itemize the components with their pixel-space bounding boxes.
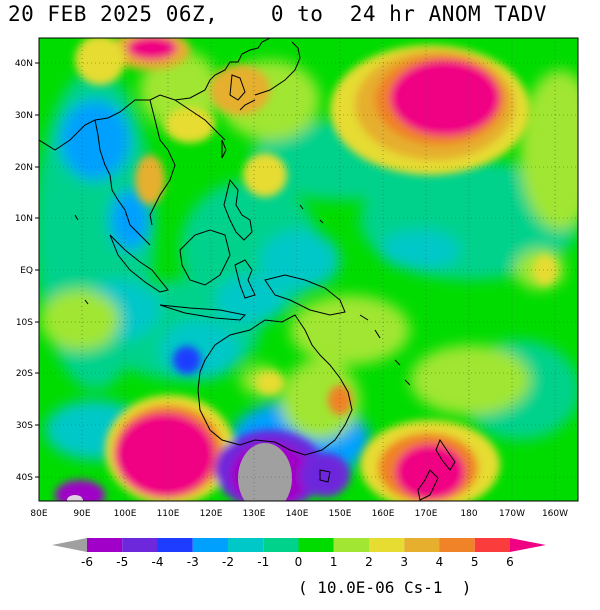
colorbar-swatch — [404, 538, 440, 552]
coastlines — [39, 38, 456, 501]
colorbar-swatch — [263, 538, 299, 552]
colorbar-swatch — [122, 538, 158, 552]
lon-label: 80E — [30, 509, 47, 519]
lon-label: 160E — [372, 509, 395, 519]
colorbar-swatch — [333, 538, 369, 552]
colorbar-tick-label: -5 — [116, 555, 128, 569]
lat-label: 30N — [15, 111, 33, 121]
lat-label: 10S — [16, 318, 33, 328]
lon-label: 130E — [243, 509, 266, 519]
colorbar-tick-label: 3 — [400, 555, 408, 569]
lat-label: 20N — [15, 163, 33, 173]
colorbar-tick-label: -3 — [187, 555, 199, 569]
lat-label: EQ — [20, 266, 33, 276]
colorbar-tick-label: -6 — [81, 555, 93, 569]
lon-label: 180 — [460, 509, 477, 519]
colorbar-swatch — [157, 538, 193, 552]
latitude-labels: 40N 30N 20N 10N EQ 10S 20S 30S 40S — [15, 59, 33, 483]
colorbar-tick-label: 5 — [471, 555, 479, 569]
anomaly-field — [39, 38, 578, 501]
lat-label: 30S — [16, 421, 33, 431]
colorbar-arrow-high — [510, 538, 546, 552]
colorbar-swatch — [192, 538, 228, 552]
lon-label: 110E — [157, 509, 180, 519]
colorbar-swatch — [298, 538, 334, 552]
lat-label: 20S — [16, 369, 33, 379]
lon-label: 160W — [542, 509, 568, 519]
colorbar-tick-label: 2 — [365, 555, 373, 569]
colorbar-tick-label: 0 — [295, 555, 303, 569]
colorbar-arrow-low — [52, 538, 87, 552]
colorbar-swatch — [474, 538, 510, 552]
colorbar-tick-label: 1 — [330, 555, 338, 569]
colorbar-swatch — [439, 538, 475, 552]
colorbar-tick-label: 6 — [506, 555, 514, 569]
colorbar-tick-label: 4 — [436, 555, 444, 569]
lon-label: 150E — [329, 509, 352, 519]
lon-label: 170W — [499, 509, 525, 519]
map-title: 20 FEB 2025 06Z, 0 to 24 hr ANOM TADV — [8, 2, 547, 26]
lon-label: 100E — [114, 509, 137, 519]
lat-label: 40S — [16, 473, 33, 483]
lon-label: 170E — [415, 509, 438, 519]
lat-label: 10N — [15, 214, 33, 224]
colorbar-swatch — [369, 538, 405, 552]
lon-label: 140E — [286, 509, 309, 519]
lon-label: 90E — [73, 509, 90, 519]
lat-label: 40N — [15, 59, 33, 69]
colorbar-labels: -6 -5 -4 -3 -2 -1 0 1 2 3 4 5 6 — [81, 555, 514, 569]
colorbar-swatch — [228, 538, 264, 552]
longitude-labels: 80E 90E 100E 110E 120E 130E 140E 150E 16… — [30, 509, 568, 519]
lon-label: 120E — [200, 509, 223, 519]
colorbar-tick-label: -2 — [222, 555, 234, 569]
units-label: ( 10.0E-06 Cs-1 ) — [298, 578, 472, 597]
colorbar — [52, 538, 546, 552]
colorbar-tick-label: -1 — [257, 555, 269, 569]
colorbar-tick-label: -4 — [152, 555, 164, 569]
colorbar-swatch — [87, 538, 123, 552]
